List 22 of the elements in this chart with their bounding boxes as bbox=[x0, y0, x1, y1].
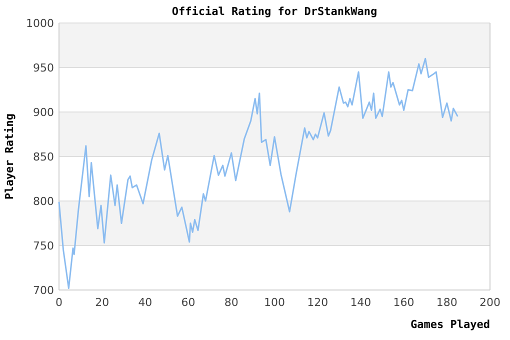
y-tick-label: 900 bbox=[33, 106, 54, 119]
x-axis-title: Games Played bbox=[410, 318, 490, 331]
x-tick-label: 20 bbox=[95, 296, 110, 309]
x-tick-label: 160 bbox=[393, 296, 414, 309]
x-tick-label: 40 bbox=[138, 296, 152, 309]
y-tick-label: 850 bbox=[33, 150, 54, 164]
x-tick-label: 100 bbox=[264, 296, 285, 309]
y-tick-label: 800 bbox=[33, 194, 54, 208]
y-tick-label: 1000 bbox=[26, 16, 54, 30]
chart-title: Official Rating for DrStankWang bbox=[172, 5, 378, 18]
x-tick-label: 80 bbox=[224, 296, 238, 309]
x-tick-label: 180 bbox=[436, 296, 458, 309]
y-tick-label: 950 bbox=[33, 61, 54, 74]
x-tick-label: 120 bbox=[307, 296, 328, 309]
y-tick-label: 700 bbox=[33, 284, 54, 297]
x-tick-label: 0 bbox=[56, 296, 62, 309]
x-tick-label: 60 bbox=[181, 296, 196, 309]
x-tick-label: 140 bbox=[350, 296, 372, 309]
y-tick-label: 750 bbox=[33, 239, 54, 252]
y-axis-title: Player Rating bbox=[3, 113, 16, 200]
x-tick-label: 200 bbox=[480, 296, 500, 309]
line-series bbox=[58, 58, 458, 289]
